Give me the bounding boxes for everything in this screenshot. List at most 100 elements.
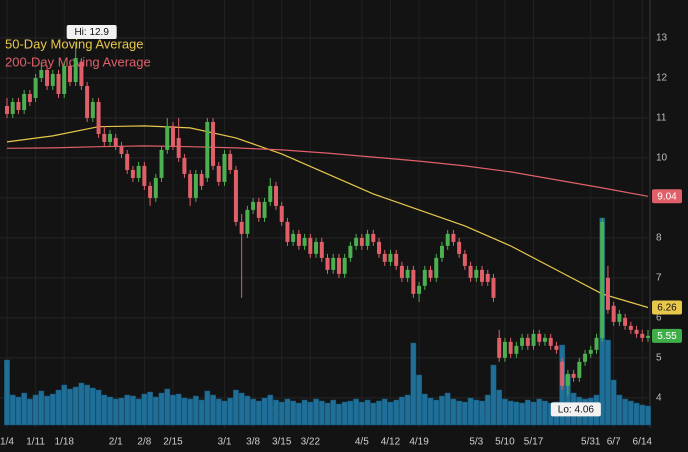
volume-bar [479,400,485,426]
x-tick-label: 5/31 [581,437,601,448]
candle-body [222,153,227,182]
volume-bar [21,392,28,426]
candle-body [439,245,444,258]
volume-bar [513,401,520,426]
x-tick-label: 6/14 [633,437,653,448]
volume-bar [318,400,325,426]
candle-body [102,133,107,142]
candle-body [273,185,278,206]
volume-bar [530,401,537,426]
candle-body [354,237,359,246]
volume-bar [324,402,331,426]
candle-body [577,361,582,378]
volume-bar [313,398,319,426]
candle-body [199,173,204,186]
candle-body [142,165,147,186]
volume-bar [381,398,388,426]
volume-bar [450,398,457,426]
candle-body [113,137,118,146]
volume-bar [284,398,291,426]
candle-body [359,237,364,246]
candle-body [176,137,181,158]
volume-bar [645,405,651,426]
candle-body [279,205,284,222]
candle-body [497,337,502,358]
volume-bar [358,401,365,426]
volume-bar [233,389,239,426]
volume-bar [627,400,634,426]
volume-bar [273,399,279,426]
candle-body [165,125,170,150]
candle-body [640,333,645,338]
volume-bar [633,402,640,426]
annotation-box [550,402,601,417]
volume-bar [112,398,119,426]
candle-body [365,233,370,246]
x-tick-label: 6/7 [607,437,621,448]
volume-bar [238,392,245,426]
candle-body [611,305,616,322]
y-tick-label: 11 [656,113,667,124]
y-tick-label: 7 [656,273,662,284]
volume-bar [490,364,497,426]
volume-bar [181,397,188,426]
candle-body [451,233,456,242]
volume-bar [130,395,136,426]
volume-bar [255,400,262,426]
candle-body [377,241,382,254]
volume-bar [141,393,148,426]
candle-body [170,125,175,146]
candle-body [268,185,273,202]
candle-body [182,157,187,174]
candle-body [302,237,307,246]
candle-body [10,101,15,114]
candle-body [434,257,439,278]
candle-body [617,313,622,322]
volume-bar [330,399,337,426]
candle-body [457,241,462,254]
volume-bar [416,374,422,426]
volume-bar [84,384,90,426]
candle-body [153,177,158,198]
volume-bar [267,394,274,426]
candle-body [62,65,67,94]
candle-body [188,173,193,198]
candle-body [394,253,399,266]
candle-body [371,233,376,242]
volume-bar [290,400,297,426]
volume-bar [78,382,85,426]
candle-body [399,265,404,278]
legend-entry: 200-Day Moving Average [5,54,151,69]
candle-body [148,185,153,198]
candle-body [85,85,90,118]
volume-bar [227,397,234,426]
candle-body [605,277,610,310]
candle-body [285,221,290,242]
volume-bar [353,398,359,426]
volume-bar [44,395,50,426]
candle-body [428,269,433,278]
volume-bar [38,390,45,426]
volume-bar [193,395,199,426]
volume-bar [15,396,22,426]
candle-body [594,337,599,350]
volume-bar [364,399,371,426]
candle-body [308,237,313,254]
volume-bar [221,400,228,426]
x-tick-label: 1/11 [26,437,45,448]
volume-bar [410,342,417,426]
candle-body [239,221,244,234]
candle-body [525,337,530,346]
annotation: Hi: 12.9 [74,27,109,38]
candle-body [634,329,639,334]
candle-body [45,69,50,86]
candle-body [119,145,124,154]
volume-bar [433,399,440,426]
candle-body [27,93,32,102]
candle-body [583,353,588,362]
volume-bar [210,394,216,426]
volume-bar [107,396,113,426]
volume-bar [376,400,382,426]
candle-body [125,153,130,170]
x-tick-label: 5/17 [524,437,544,448]
